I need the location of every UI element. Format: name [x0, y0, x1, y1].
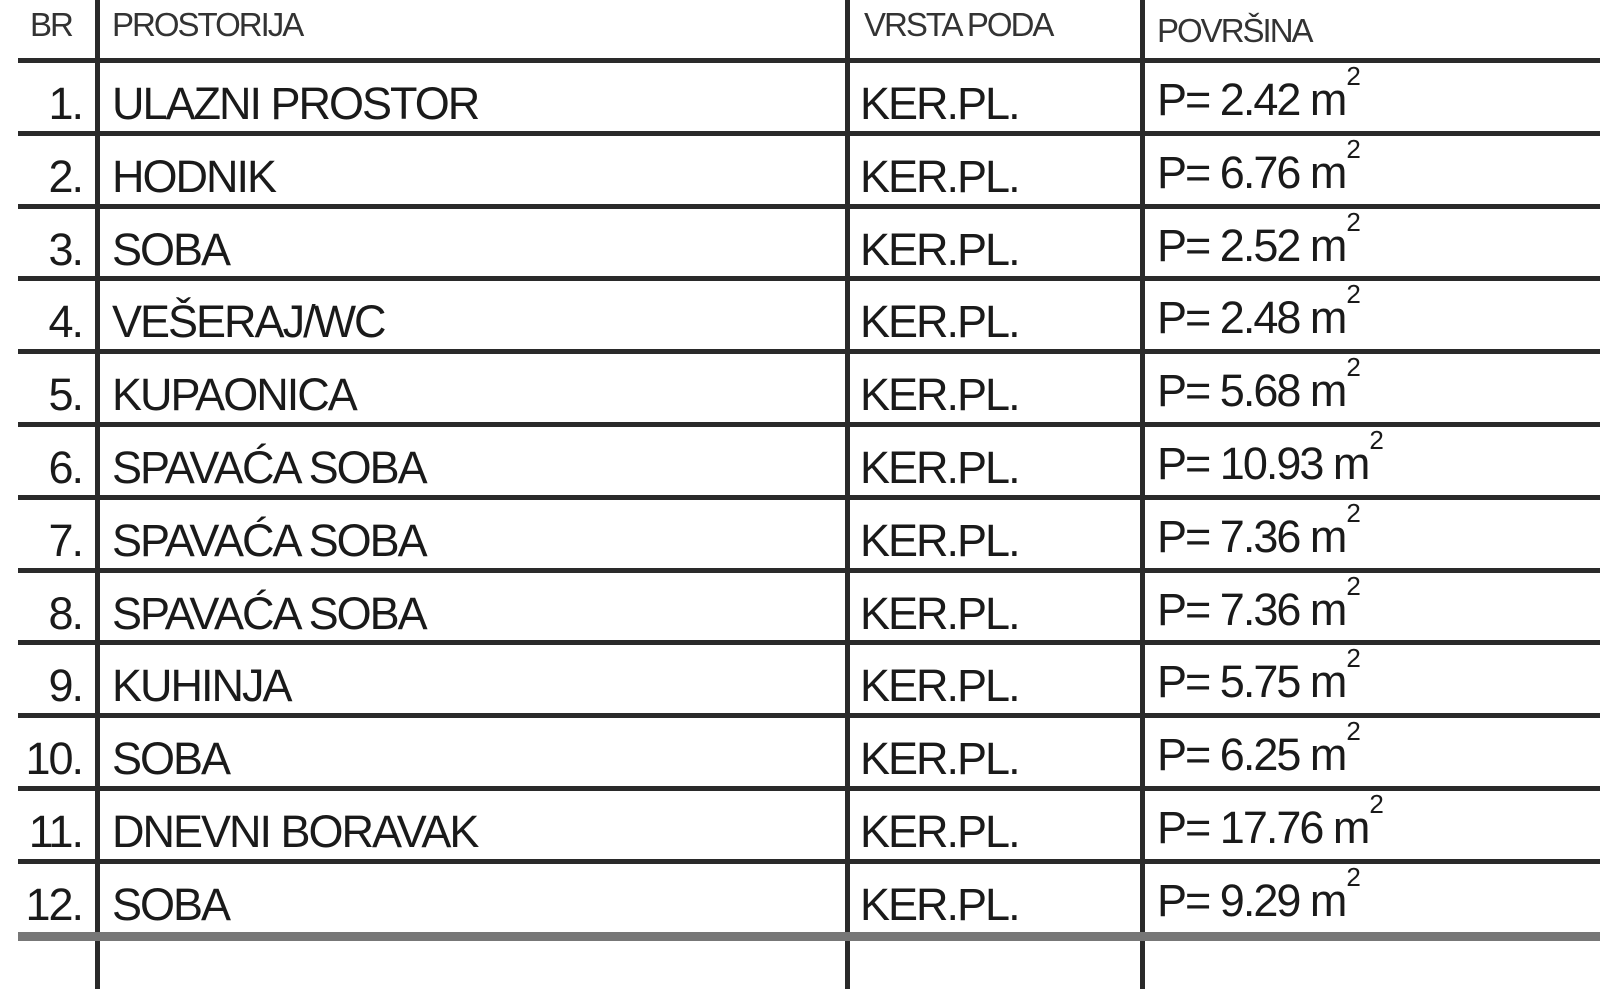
row-number: 11.	[28, 806, 84, 857]
area-value: P= 9.29 m	[1157, 874, 1347, 926]
area-unit-exponent: 2	[1346, 570, 1361, 601]
area-unit-exponent: 2	[1346, 133, 1361, 164]
room-name: SOBA	[112, 223, 231, 275]
area-value: P= 7.36 m	[1157, 510, 1347, 562]
room-area: P= 2.48 m2	[1157, 281, 1361, 344]
row-number: 3.	[48, 223, 84, 275]
row-number: 8.	[48, 587, 84, 639]
room-area: P= 17.76 m2	[1157, 791, 1384, 853]
floor-type: KER.PL.	[860, 369, 1021, 421]
row-divider	[18, 130, 1600, 136]
room-area: P= 10.93 m2	[1157, 427, 1384, 489]
header-room: PROSTORIJA	[112, 6, 304, 43]
room-area: P= 6.76 m2	[1157, 136, 1361, 198]
area-value: P= 6.25 m	[1157, 729, 1347, 781]
row-number: 10.	[25, 733, 84, 785]
column-divider	[845, 0, 850, 989]
room-name: DNEVNI BORAVAK	[112, 806, 479, 857]
header-br: BR	[30, 6, 74, 43]
area-unit-exponent: 2	[1346, 61, 1361, 91]
area-value: P= 7.36 m	[1157, 583, 1347, 635]
row-number: 2.	[48, 150, 84, 202]
row-number: 12.	[25, 878, 84, 930]
room-area: P= 9.29 m2	[1157, 864, 1361, 926]
floor-type: KER.PL.	[860, 806, 1021, 857]
column-divider	[95, 0, 100, 989]
row-number: 7.	[48, 514, 84, 566]
row-divider	[18, 640, 1600, 646]
row-divider	[18, 203, 1600, 209]
area-unit-exponent: 2	[1369, 789, 1384, 819]
area-value: P= 2.48 m	[1157, 292, 1347, 344]
room-area: P= 5.68 m2	[1157, 354, 1361, 417]
floor-type: KER.PL.	[860, 296, 1021, 348]
room-area: P= 7.36 m2	[1157, 573, 1361, 635]
room-area: P= 7.36 m2	[1157, 500, 1361, 562]
room-name: KUPAONICA	[112, 369, 358, 421]
row-divider	[18, 422, 1600, 427]
area-unit-exponent: 2	[1346, 643, 1361, 674]
floor-type: KER.PL.	[860, 660, 1021, 712]
area-value: P= 2.42 m	[1157, 74, 1347, 125]
area-value: P= 5.68 m	[1157, 365, 1347, 417]
area-value: P= 2.52 m	[1157, 219, 1347, 271]
room-area: P= 5.75 m2	[1157, 645, 1361, 708]
row-number: 9.	[48, 660, 84, 712]
area-value: P= 6.76 m	[1157, 146, 1347, 198]
area-unit-exponent: 2	[1346, 352, 1361, 383]
area-value: P= 5.75 m	[1157, 656, 1347, 708]
area-unit-exponent: 2	[1369, 425, 1384, 455]
row-divider	[18, 713, 1600, 719]
area-unit-exponent: 2	[1346, 206, 1361, 237]
row-divider	[18, 567, 1600, 573]
area-unit-exponent: 2	[1346, 279, 1361, 310]
room-name: SOBA	[112, 733, 231, 785]
floor-type: KER.PL.	[860, 150, 1021, 202]
floor-type: KER.PL.	[860, 442, 1021, 493]
area-unit-exponent: 2	[1346, 861, 1361, 892]
header-area: POVRŠINA	[1157, 12, 1314, 49]
area-unit-exponent: 2	[1346, 716, 1361, 747]
floor-type: KER.PL.	[860, 878, 1021, 930]
area-value: P= 10.93 m	[1157, 438, 1370, 489]
room-name: VEŠERAJ/WC	[112, 296, 387, 348]
area-value: P= 17.76 m	[1157, 802, 1370, 853]
room-area: P= 2.52 m2	[1157, 209, 1361, 271]
row-number: 5.	[48, 369, 84, 421]
header-floor-type: VRSTA PODA	[864, 6, 1054, 43]
room-name: SPAVAĆA SOBA	[112, 514, 428, 566]
column-divider	[1140, 0, 1145, 989]
room-area: P= 6.25 m2	[1157, 718, 1361, 781]
floor-type: KER.PL.	[860, 587, 1021, 639]
room-name: SPAVAĆA SOBA	[112, 442, 428, 493]
row-divider	[18, 931, 1600, 941]
room-name: HODNIK	[112, 150, 277, 202]
row-divider	[18, 276, 1600, 282]
area-unit-exponent: 2	[1346, 497, 1361, 528]
row-number: 4.	[48, 296, 84, 348]
room-name: SPAVAĆA SOBA	[112, 587, 428, 639]
floor-type: KER.PL.	[860, 223, 1021, 275]
floor-type: KER.PL.	[860, 78, 1021, 129]
row-divider	[18, 58, 1600, 63]
room-name: KUHINJA	[112, 660, 293, 712]
row-divider	[18, 786, 1600, 791]
room-area: P= 2.42 m2	[1157, 63, 1361, 125]
row-divider	[18, 494, 1600, 500]
room-name: SOBA	[112, 878, 231, 930]
row-divider	[18, 349, 1600, 355]
row-number: 6.	[48, 442, 84, 493]
floor-type: KER.PL.	[860, 514, 1021, 566]
room-name: ULAZNI PROSTOR	[112, 78, 480, 129]
row-divider	[18, 858, 1600, 864]
floor-type: KER.PL.	[860, 733, 1021, 785]
row-number: 1.	[48, 78, 84, 129]
